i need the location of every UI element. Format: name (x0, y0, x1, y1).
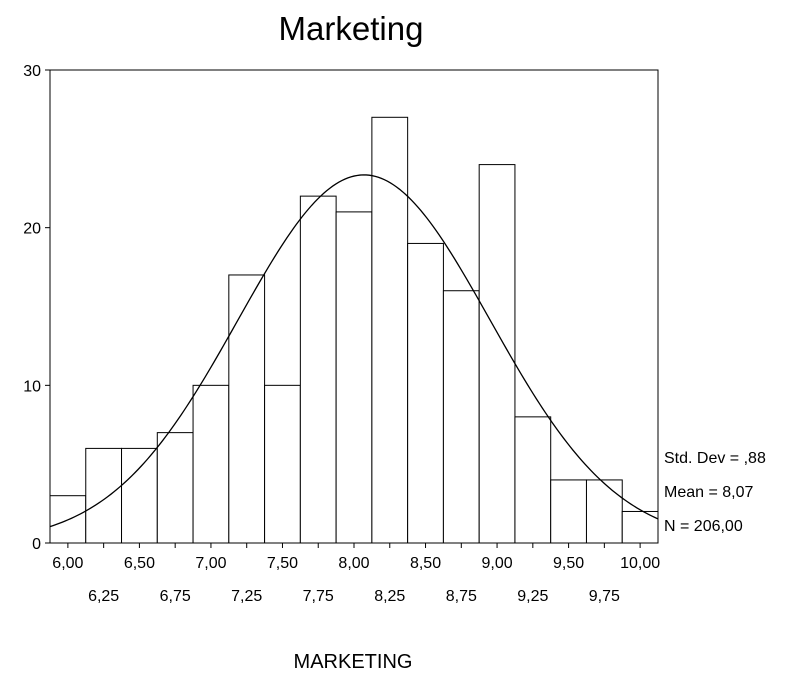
histogram-bar (85, 447, 123, 544)
x-axis-label: MARKETING (294, 651, 413, 673)
x-tick-label: 6,50 (124, 555, 155, 572)
chart-title: Marketing (279, 10, 424, 47)
histogram-bar (299, 195, 337, 544)
x-tick-label: 9,25 (517, 588, 548, 605)
y-tick-label: 20 (23, 221, 41, 238)
histogram-bar (156, 432, 194, 544)
x-tick-label: 9,50 (553, 555, 584, 572)
x-tick-label: 7,50 (267, 555, 298, 572)
stat-mean: Mean = 8,07 (664, 484, 754, 501)
histogram-bar (192, 384, 230, 544)
histogram-bar (514, 416, 552, 544)
histogram-bar (407, 242, 444, 544)
x-tick-label: 7,25 (231, 588, 262, 605)
histogram-bar (585, 479, 623, 544)
y-axis: 0 10 20 30 (23, 63, 50, 553)
y-tick-label: 0 (32, 536, 41, 553)
x-tick-label: 7,00 (195, 555, 226, 572)
bars-group (49, 116, 659, 544)
x-tick-label: 8,00 (338, 555, 369, 572)
y-tick-label: 30 (23, 63, 41, 80)
histogram-bar (228, 274, 266, 544)
x-tick-label: 9,75 (589, 588, 620, 605)
normal-curve (49, 174, 659, 528)
stat-std-dev: Std. Dev = ,88 (664, 450, 766, 467)
x-tick-label: 8,25 (374, 588, 405, 605)
x-axis: 6,00 6,50 7,00 7,50 8,00 8,50 9,00 9,50 10,00 6,2… (52, 543, 660, 605)
histogram-bar (442, 290, 480, 544)
histogram-bar (550, 479, 587, 544)
x-tick-label: 8,50 (410, 555, 441, 572)
x-tick-label: 9,00 (481, 555, 512, 572)
x-tick-label: 10,00 (620, 555, 660, 572)
x-tick-label: 6,00 (52, 555, 83, 572)
histogram-bar (371, 116, 409, 544)
y-tick-label: 10 (23, 378, 41, 395)
x-tick-label: 8,75 (446, 588, 477, 605)
x-tick-label: 6,25 (88, 588, 119, 605)
histogram-bar (335, 211, 373, 544)
x-tick-label: 7,75 (303, 588, 334, 605)
histogram-bar (121, 447, 158, 544)
stat-n: N = 206,00 (664, 518, 743, 535)
histogram-bar (264, 384, 301, 544)
x-tick-label: 6,75 (160, 588, 191, 605)
